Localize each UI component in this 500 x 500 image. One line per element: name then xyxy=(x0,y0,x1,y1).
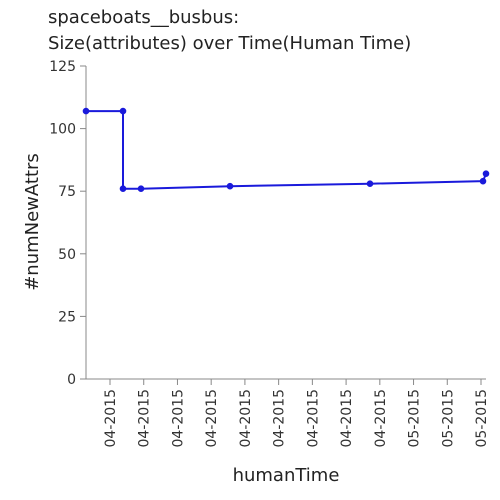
x-tick-label: 04-2015 xyxy=(373,389,389,448)
y-tick-label: 125 xyxy=(49,59,76,75)
series-layer xyxy=(82,107,490,192)
y-tick-label: 75 xyxy=(58,184,76,200)
data-point xyxy=(119,185,127,192)
data-point xyxy=(119,107,127,115)
x-tick-label: 04-2015 xyxy=(339,389,355,448)
chart-title: spaceboats__busbus: xyxy=(48,7,240,28)
y-axis: 0 25 50 75 100 125 xyxy=(49,59,87,388)
data-point xyxy=(82,107,90,115)
x-tick-label: 04-2015 xyxy=(305,389,321,448)
x-tick-label: 04-2015 xyxy=(103,389,119,448)
y-tick-label: 0 xyxy=(67,372,76,388)
x-axis: 04-2015 04-2015 04-2015 04-2015 04-2015 04-20… xyxy=(86,378,490,448)
data-point xyxy=(482,170,490,177)
data-point xyxy=(137,185,145,192)
y-tick-label: 50 xyxy=(58,247,76,263)
y-tick-label: 25 xyxy=(58,309,76,325)
data-point xyxy=(226,182,234,190)
x-tick-label: 05-2015 xyxy=(440,389,456,448)
y-axis-title: #numNewAttrs xyxy=(22,153,43,291)
x-tick-label: 04-2015 xyxy=(238,389,254,448)
x-tick-label: 04-2015 xyxy=(204,389,220,448)
data-point xyxy=(479,177,487,185)
x-axis-title: humanTime xyxy=(233,465,340,486)
series-line xyxy=(86,110,487,190)
data-point xyxy=(366,180,374,187)
x-tick-label: 04-2015 xyxy=(170,389,186,448)
chart-subtitle: Size(attributes) over Time(Human Time) xyxy=(48,33,412,54)
y-tick-label: 100 xyxy=(49,122,76,138)
x-tick-label: 05-2015 xyxy=(407,389,423,448)
x-tick-label: 04-2015 xyxy=(137,389,153,448)
x-tick-label: 05-2015 xyxy=(474,389,490,448)
x-tick-label: 04-2015 xyxy=(272,389,288,448)
